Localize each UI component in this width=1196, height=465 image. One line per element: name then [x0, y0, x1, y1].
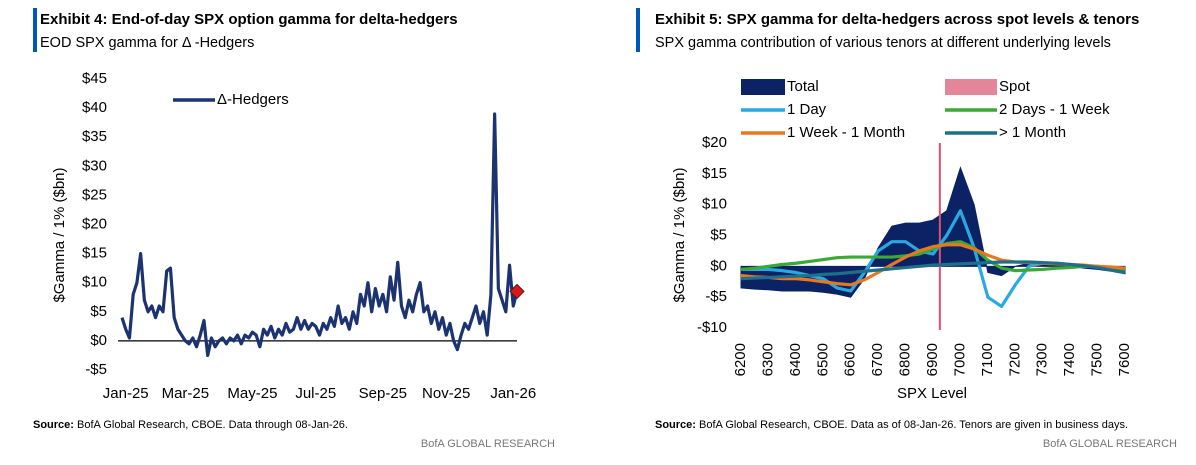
chart-subtitle: SPX gamma contribution of various tenors…	[655, 35, 1111, 51]
source: Source: BofA Global Research, CBOE. Data…	[655, 419, 1128, 431]
x-tick-label: 6200	[732, 343, 749, 376]
x-tick-label: 7000	[951, 343, 968, 376]
source-text: BofA Global Research, CBOE. Data through…	[77, 419, 348, 431]
source-label: Source:	[655, 419, 696, 431]
x-tick-label: 6500	[814, 343, 831, 376]
x-tick-label: 7400	[1061, 343, 1078, 376]
last-point-marker	[509, 283, 525, 300]
line	[740, 240, 1126, 273]
legend-swatch	[945, 79, 997, 95]
x-tick-label: 6600	[842, 343, 859, 376]
source-text: BofA Global Research, CBOE. Data as of 0…	[699, 419, 1128, 431]
x-tick-label: Jan-26	[490, 385, 536, 402]
x-tick-label: 6300	[759, 343, 776, 376]
y-tick-label: -$10	[697, 319, 727, 336]
x-tick-label: 7600	[1116, 343, 1133, 376]
y-tick-label: $25	[82, 186, 107, 203]
legend-label: > 1 Month	[999, 124, 1066, 141]
y-tick-label: $5	[90, 303, 107, 320]
x-tick-label: Jan-25	[103, 385, 149, 402]
x-tick-label: 7500	[1089, 343, 1106, 376]
y-tick-label: $10	[702, 196, 727, 213]
x-tick-label: May-25	[227, 385, 277, 402]
x-axis-title: SPX Level	[897, 385, 967, 402]
legend-label: 1 Week - 1 Month	[787, 124, 905, 141]
y-tick-label: $40	[82, 99, 107, 116]
x-tick-label: 7300	[1034, 343, 1051, 376]
y-tick-label: $35	[82, 128, 107, 145]
y-tick-label: $5	[710, 226, 727, 243]
brand: BofA GLOBAL RESEARCH	[1043, 438, 1177, 450]
chart-subtitle: EOD SPX gamma for Δ -Hedgers	[40, 35, 254, 51]
legend-label: 2 Days - 1 Week	[999, 101, 1110, 118]
accent-bar	[636, 8, 640, 52]
x-tick-label: Sep-25	[359, 385, 407, 402]
x-tick-label: 6700	[869, 343, 886, 376]
legend-swatch	[741, 79, 785, 95]
y-tick-label: -$5	[705, 288, 727, 305]
y-tick-label: $15	[82, 245, 107, 262]
y-tick-label: $45	[82, 70, 107, 87]
x-tick-label: 6900	[924, 343, 941, 376]
y-axis-title: $Gamma / 1% ($bn)	[51, 167, 68, 302]
x-tick-label: 7100	[979, 343, 996, 376]
x-tick-label: Nov-25	[422, 385, 470, 402]
x-tick-label: 7200	[1006, 343, 1023, 376]
line	[740, 260, 1126, 281]
y-tick-label: -$5	[85, 361, 107, 378]
y-tick-label: $15	[702, 165, 727, 182]
y-axis-title: $Gamma / 1% ($bn)	[671, 167, 688, 302]
legend-label: Spot	[999, 78, 1031, 95]
x-tick-label: 6400	[787, 343, 804, 376]
accent-bar	[33, 8, 37, 52]
line	[120, 112, 519, 358]
x-tick-label: Jul-25	[295, 385, 336, 402]
y-tick-label: $20	[702, 134, 727, 151]
y-tick-label: $0	[710, 257, 727, 274]
source-label: Source:	[33, 419, 74, 431]
y-tick-label: $10	[82, 274, 107, 291]
legend-label: 1 Day	[787, 101, 827, 118]
y-tick-label: $20	[82, 215, 107, 232]
chart-title: Exhibit 4: End-of-day SPX option gamma f…	[40, 11, 458, 28]
legend-label: Total	[787, 78, 819, 95]
brand: BofA GLOBAL RESEARCH	[421, 438, 555, 450]
x-tick-label: Mar-25	[162, 385, 210, 402]
legend-label: Δ-Hedgers	[217, 91, 289, 108]
y-tick-label: $0	[90, 332, 107, 349]
y-tick-label: $30	[82, 157, 107, 174]
x-tick-label: 6800	[897, 343, 914, 376]
chart-title: Exhibit 5: SPX gamma for delta-hedgers a…	[655, 11, 1139, 28]
source: Source: BofA Global Research, CBOE. Data…	[33, 419, 348, 431]
